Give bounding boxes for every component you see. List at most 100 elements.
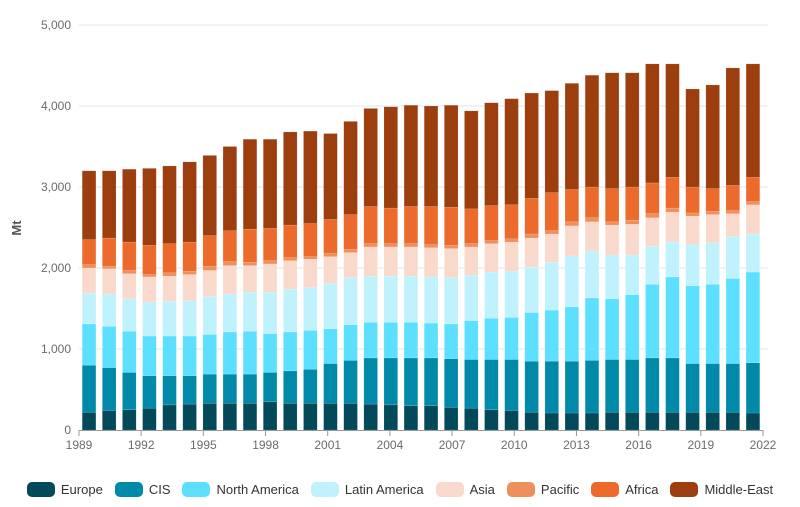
legend-item-cis[interactable]: CIS [114,482,170,497]
bar-latin-america-2012 [544,262,559,311]
bar-europe-2020 [705,411,720,431]
bar-latin-america-1996 [222,293,237,333]
bar-stack-1993 [162,165,177,431]
bar-cis-2015 [605,359,620,413]
bar-europe-1990 [102,410,117,431]
bar-stack-1996 [222,146,237,431]
bar-pacific-1994 [182,270,197,275]
bar-europe-2006 [423,405,439,431]
bar-asia-1994 [182,274,197,301]
bar-stack-2005 [403,104,419,431]
bar-asia-2019 [685,215,700,245]
bar-latin-america-2021 [725,236,740,279]
bar-middle-east-2014 [584,74,600,188]
bar-asia-2002 [343,252,358,278]
x-tick-label: 1992 [128,438,155,452]
bar-pacific-2012 [544,230,559,235]
bar-north-america-1998 [263,333,278,373]
bar-pacific-2010 [504,238,519,243]
bar-cis-1989 [81,364,97,413]
legend-item-africa[interactable]: Africa [591,482,658,497]
bar-africa-1991 [122,241,137,271]
bar-stack-2008 [464,110,479,431]
bar-asia-2004 [383,246,398,277]
legend-swatch [506,482,535,497]
bar-africa-2000 [303,223,318,257]
bar-pacific-2020 [705,211,720,215]
bar-europe-2016 [625,411,640,431]
x-tick-label: 1995 [190,438,217,452]
bar-cis-2012 [544,360,559,414]
x-tick-label: 2016 [625,438,652,452]
bar-north-america-2008 [464,320,479,360]
bar-asia-2000 [303,258,318,288]
legend-label: Pacific [540,482,580,497]
bar-europe-2018 [665,411,680,431]
legend-label: North America [216,482,299,497]
bar-stack-1998 [263,138,278,431]
bar-europe-2004 [383,404,398,431]
bar-cis-2013 [564,360,579,414]
bar-asia-2018 [665,211,680,243]
bar-asia-2021 [725,213,740,237]
bar-pacific-2000 [303,256,318,260]
legend-item-middle-east[interactable]: Middle-East [670,482,773,497]
bar-stack-2017 [645,63,660,431]
bar-cis-2020 [705,363,720,413]
bar-pacific-1990 [102,266,117,270]
legend-label: Middle-East [704,482,774,497]
bar-middle-east-2005 [403,104,419,207]
bar-cis-2000 [303,369,318,404]
bar-stack-2009 [484,102,499,431]
bar-middle-east-1995 [202,155,217,236]
bar-latin-america-1999 [283,288,298,333]
legend-label: Africa [625,482,659,497]
bar-europe-2011 [524,411,539,431]
y-tick-label: 4,000 [41,99,71,113]
bar-latin-america-2016 [625,254,640,295]
bar-asia-2020 [705,214,720,244]
bar-cis-1990 [102,367,117,411]
legend-item-europe[interactable]: Europe [26,482,103,497]
bar-asia-1989 [81,267,97,294]
bar-cis-1998 [263,372,278,402]
bar-north-america-1993 [162,335,177,376]
x-tick-label: 2001 [314,438,341,452]
bar-stack-2010 [504,98,519,431]
bar-north-america-2011 [524,312,539,362]
bar-latin-america-1997 [242,292,258,332]
bar-middle-east-1991 [122,168,137,243]
bar-pacific-1997 [242,262,258,266]
legend-item-latin-america[interactable]: Latin America [310,482,424,497]
bar-middle-east-1990 [102,170,117,239]
bar-latin-america-1990 [102,293,117,327]
bar-cis-2010 [504,359,519,411]
x-tick-label: 2019 [687,438,714,452]
bar-middle-east-2018 [665,63,680,178]
bar-africa-1989 [81,239,97,266]
legend-item-pacific[interactable]: Pacific [506,482,580,497]
bar-north-america-2002 [343,324,358,361]
x-tick-label: 2022 [750,438,777,452]
bar-latin-america-2013 [564,255,579,308]
bar-north-america-1996 [222,331,237,375]
bar-north-america-1999 [283,331,298,372]
bar-stack-2013 [564,83,579,431]
bar-asia-2022 [745,204,761,235]
bar-cis-2007 [444,358,459,408]
bar-north-america-2006 [423,322,439,359]
bar-cis-2017 [645,357,660,413]
bar-africa-2007 [444,207,459,246]
legend-item-north-america[interactable]: North America [182,482,299,497]
bar-africa-2018 [665,177,680,209]
x-tick-label: 2007 [439,438,466,452]
bar-latin-america-2008 [464,275,479,321]
bars [81,63,761,431]
bar-europe-2005 [403,405,419,431]
bar-cis-1991 [122,372,137,410]
y-tick-label: 1,000 [41,342,71,356]
bar-africa-1997 [242,228,258,263]
bar-africa-2002 [343,214,358,250]
bar-middle-east-2012 [544,90,559,193]
legend-item-asia[interactable]: Asia [435,482,495,497]
